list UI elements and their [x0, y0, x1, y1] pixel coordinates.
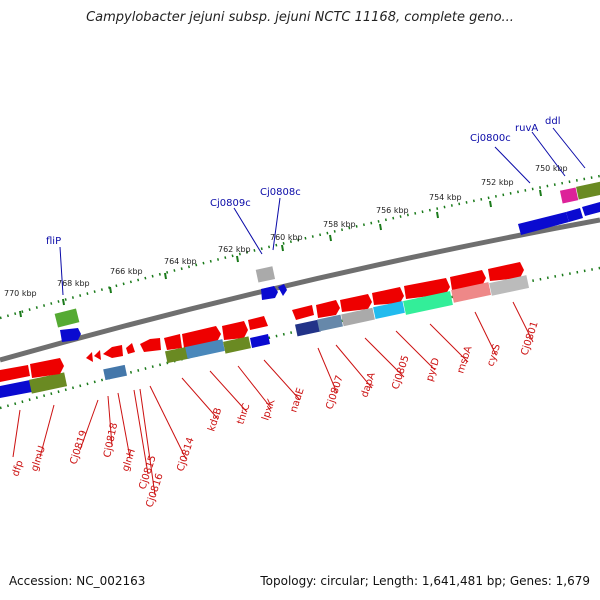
gene-label-cysS: cysS	[485, 343, 503, 368]
gene-label-dapA: dapA	[359, 371, 377, 399]
gene-arrow-thrC	[222, 321, 248, 340]
gene-arrow-dfp-rev	[0, 380, 32, 398]
gene-arrow-ddl	[582, 202, 600, 216]
gene-label-Cj0818: Cj0818	[102, 422, 120, 459]
gene-label-ddl: ddl	[545, 116, 560, 127]
gene-label-kdsB: kdsB	[206, 406, 224, 433]
gene-label-glnH: glnH	[120, 448, 138, 473]
kbp-label: 768 kbp	[57, 279, 90, 288]
kbp-label: 750 kbp	[535, 164, 568, 173]
accession-text: Accession: NC_002163	[9, 574, 146, 588]
gene-label-Cj0819: Cj0819	[68, 429, 89, 466]
gene-label-Cj0809c: Cj0809c	[210, 198, 251, 209]
gene-arrow-lpxK	[248, 316, 268, 330]
gene-arrow-dapA	[316, 300, 340, 318]
gene-label-glmU: glmU	[29, 445, 48, 473]
gene-label-ruvA: ruvA	[515, 123, 538, 134]
gene-arrow-Cj0816	[140, 338, 161, 352]
gene-arrow-glmU	[30, 358, 64, 378]
gene-block-thrC	[185, 339, 225, 359]
gene-label-Cj0814: Cj0814	[175, 436, 196, 473]
kbp-label: 752 kbp	[481, 178, 514, 187]
forward-strand-genes[interactable]	[0, 262, 530, 382]
kbp-label: 756 kbp	[376, 206, 409, 215]
gene-label-Cj0801: Cj0801	[519, 320, 540, 357]
gene-label-Cj0805: Cj0805	[390, 354, 411, 391]
kbp-label: 766 kbp	[110, 267, 143, 276]
gene-label-Cj0800c: Cj0800c	[470, 133, 511, 144]
reverse-strand-genes[interactable]	[0, 180, 600, 398]
gene-arrow-dfp	[0, 365, 30, 382]
gene-arrow-glnH	[103, 345, 123, 358]
gene-block-Cj0818	[103, 364, 128, 381]
gene-arrow-Cj0805	[340, 294, 372, 312]
gene-arrow-Cj0801	[488, 262, 524, 281]
gene-block-dapA	[317, 314, 343, 332]
gene-block-cysS	[451, 282, 492, 303]
gene-block-lpxK	[223, 336, 251, 354]
gene-arrow-Cj0800c	[518, 212, 569, 235]
label-leader-lines	[12, 127, 586, 496]
gene-arrow-Cj0815	[126, 343, 135, 354]
kbp-label: 764 kbp	[164, 257, 197, 266]
gene-label-pyrD: pyrD	[424, 356, 442, 383]
gene-label-Cj0808c: Cj0808c	[260, 187, 301, 198]
kbp-labels: 770 kbp 768 kbp 766 kbp 764 kbp 762 kbp …	[4, 164, 568, 298]
kbp-label: 762 kbp	[218, 245, 251, 254]
genome-backbone	[0, 217, 600, 363]
gene-block-ddl	[576, 180, 600, 200]
genome-title: Campylobacter jejuni subsp. jejuni NCTC …	[86, 10, 514, 25]
gene-arrow-Cj0818	[94, 350, 101, 360]
outer-major-ticks	[19, 189, 542, 318]
gene-block-fliP	[54, 308, 80, 328]
genome-summary-text: Topology: circular; Length: 1,641,481 bp…	[260, 574, 590, 588]
kbp-label: 754 kbp	[429, 193, 462, 202]
gene-arrow-ruvA	[566, 208, 583, 222]
gene-block-Cj0807	[295, 319, 321, 337]
gene-block-Cj0805	[341, 307, 375, 327]
gene-block-glmU	[28, 372, 68, 394]
gene-arrow-Cj0819	[86, 352, 93, 362]
kbp-label: 760 kbp	[270, 233, 303, 242]
gene-arrow-fliP	[60, 328, 81, 342]
gene-block-pyrD	[373, 301, 405, 319]
gene-label-fliP: fliP	[46, 236, 61, 247]
gene-arrow-Cj0809c	[261, 286, 278, 300]
gene-label-lpxK: lpxK	[260, 398, 277, 422]
gene-arrow-Cj0814	[164, 334, 182, 350]
gene-arrow-Cj0808c	[278, 284, 287, 296]
gene-arrow-Cj0807	[292, 305, 314, 320]
gene-label-thrC: thrC	[235, 402, 252, 426]
gene-arrow-nadE	[250, 334, 270, 348]
gene-label-Cj0807: Cj0807	[324, 374, 345, 411]
outer-gene-labels[interactable]: fliP Cj0809c Cj0808c Cj0800c ruvA ddl	[46, 116, 560, 247]
gene-block-ruvA	[559, 187, 579, 204]
gene-label-dfp: dfp	[10, 459, 25, 478]
gene-arrow-pyrD	[372, 287, 404, 305]
kbp-label: 758 kbp	[323, 220, 356, 229]
gene-block-Cj0809c	[255, 266, 276, 283]
gene-block-Cj0801	[489, 275, 530, 296]
inner-gene-labels[interactable]: dfp glmU Cj0819 Cj0818 glnH Cj0815 Cj081…	[10, 320, 540, 509]
gene-block-msbA	[403, 291, 453, 315]
gene-block-kdsB	[164, 346, 190, 364]
gene-label-msbA: msbA	[455, 345, 474, 375]
kbp-label: 770 kbp	[4, 289, 37, 298]
